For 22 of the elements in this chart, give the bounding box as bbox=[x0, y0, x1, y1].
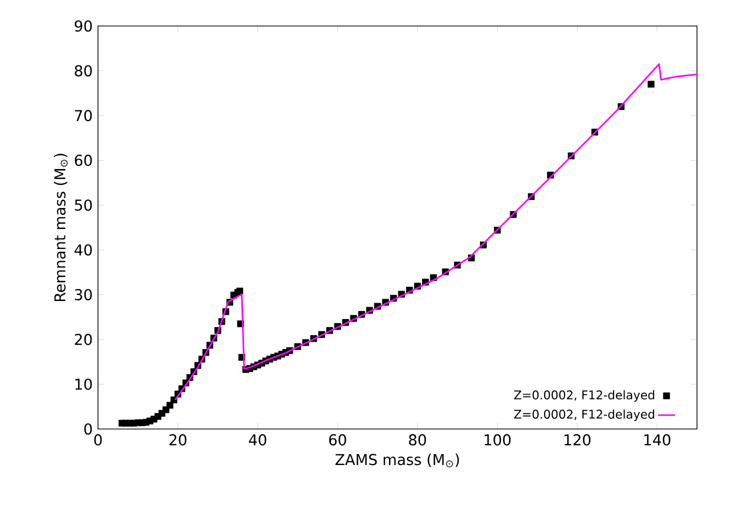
y-tick-label: 20 bbox=[74, 334, 92, 346]
x-tick-label: 100 bbox=[484, 434, 511, 446]
legend-label: Z=0.0002, F12-delayed bbox=[514, 409, 654, 422]
x-tick-label: 80 bbox=[408, 434, 426, 446]
y-tick-label: 30 bbox=[74, 289, 92, 300]
legend-label: Z=0.0002, F12-delayed bbox=[514, 390, 654, 402]
y-tick-label: 10 bbox=[75, 378, 92, 390]
y-tick-label: 0 bbox=[84, 423, 92, 435]
y-tick-label: 40 bbox=[74, 244, 92, 256]
x-tick-label: 120 bbox=[564, 434, 590, 446]
x-tick-label: 40 bbox=[248, 434, 266, 446]
y-tick-label: 70 bbox=[75, 110, 92, 122]
x-tick-label: 140 bbox=[644, 434, 670, 446]
y-tick-label: 80 bbox=[74, 65, 92, 76]
x-tick-label: 20 bbox=[169, 434, 186, 446]
y-tick-label: 50 bbox=[74, 199, 92, 211]
y-axis-title: Remnant mass (M$_{⊙}$) bbox=[54, 154, 68, 302]
y-tick-label: 60 bbox=[74, 154, 92, 166]
x-axis-title: ZAMS mass (M$_{⊙}$) bbox=[335, 454, 459, 468]
y-tick-label: 90 bbox=[74, 20, 92, 32]
x-tick-label: 60 bbox=[329, 434, 346, 446]
x-tick-label: 0 bbox=[94, 434, 102, 446]
